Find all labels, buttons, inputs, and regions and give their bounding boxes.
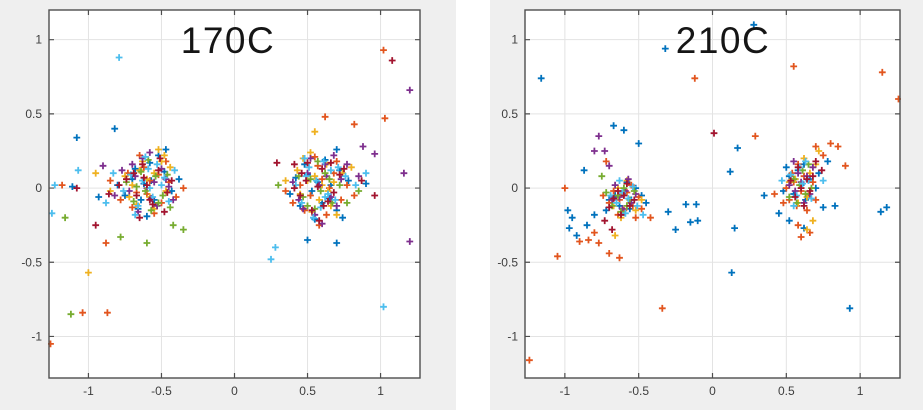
plot-title-210c: 210C	[675, 20, 771, 61]
x-tick-label: -0.5	[628, 384, 649, 398]
y-tick-label: -1	[31, 329, 42, 343]
y-tick-label: 0.5	[501, 107, 518, 121]
x-tick-label: 0	[231, 384, 238, 398]
plot-title-170c: 170C	[180, 20, 276, 61]
y-tick-label: 1	[511, 33, 518, 47]
scatter-figure-210c[interactable]: -1 -0.5 0 0.5 1 -1 -0.5 0 0.5 1 210C	[490, 0, 923, 410]
scatter-series-orange	[48, 46, 389, 348]
y-tick-label: -0.5	[497, 255, 518, 269]
scatter-series-cyan	[48, 54, 387, 311]
x-tick-label: 0.5	[299, 384, 316, 398]
y-tick-label: 0	[35, 181, 42, 195]
scatter-series-green	[61, 156, 363, 318]
scatter-plot-170c: -1 -0.5 0 0.5 1 -1 -0.5 0 0.5 1	[21, 9, 421, 398]
y-tick-label: -1	[507, 329, 518, 343]
y-tick-label: -0.5	[21, 255, 42, 269]
x-tick-label: -1	[83, 384, 94, 398]
x-tick-label: -1	[560, 384, 571, 398]
x-tick-label: 0.5	[778, 384, 795, 398]
scatter-plot-210c: -1 -0.5 0 0.5 1 -1 -0.5 0 0.5 1	[497, 9, 901, 398]
y-tick-label: 0	[511, 181, 518, 195]
y-tick-label: 0.5	[25, 107, 42, 121]
scatter-figure-170c[interactable]: -1 -0.5 0 0.5 1 -1 -0.5 0 0.5 1 170C	[0, 0, 456, 410]
x-tick-label: 0	[709, 384, 716, 398]
y-tick-label: 1	[35, 33, 42, 47]
x-tick-label: -0.5	[151, 384, 172, 398]
scatter-series-darkred	[601, 129, 826, 233]
scatter-series-darkred	[73, 57, 396, 229]
x-tick-label: 1	[857, 384, 864, 398]
x-tick-label: 1	[377, 384, 384, 398]
